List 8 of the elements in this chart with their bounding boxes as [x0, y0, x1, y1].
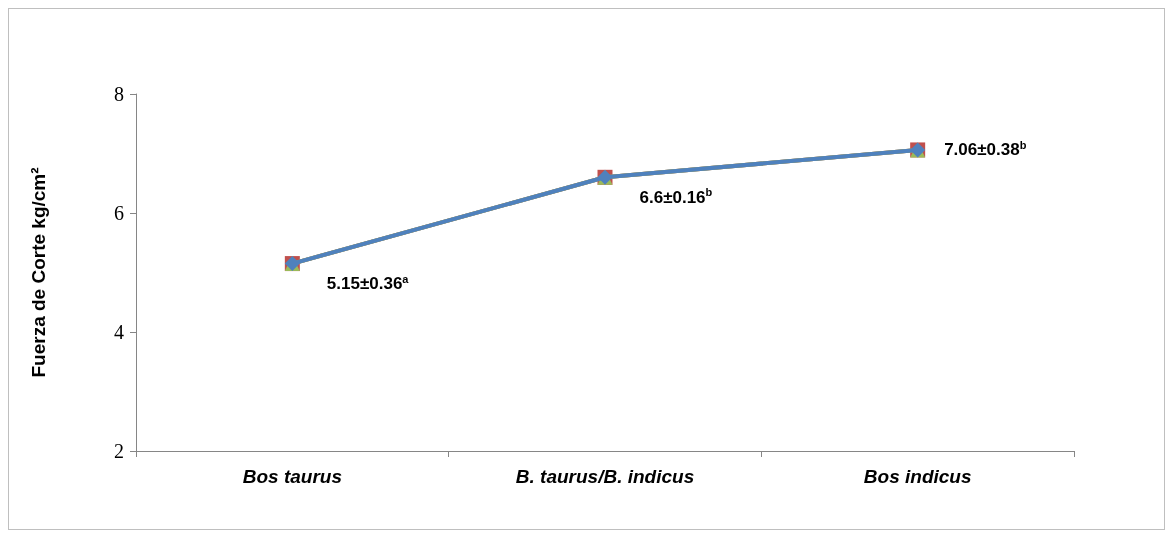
- y-tick-label: 6: [114, 202, 124, 224]
- x-tick-label: B. taurus/B. indicus: [515, 466, 695, 487]
- x-tick-label: Bos taurus: [242, 466, 342, 487]
- y-tick-label: 8: [114, 83, 124, 105]
- y-tick-label: 2: [114, 440, 124, 462]
- y-tick-label: 4: [114, 321, 124, 343]
- x-tick-label: Bos indicus: [863, 466, 972, 487]
- y-axis-title: Fuerza de Corte kg/cm²: [28, 167, 49, 378]
